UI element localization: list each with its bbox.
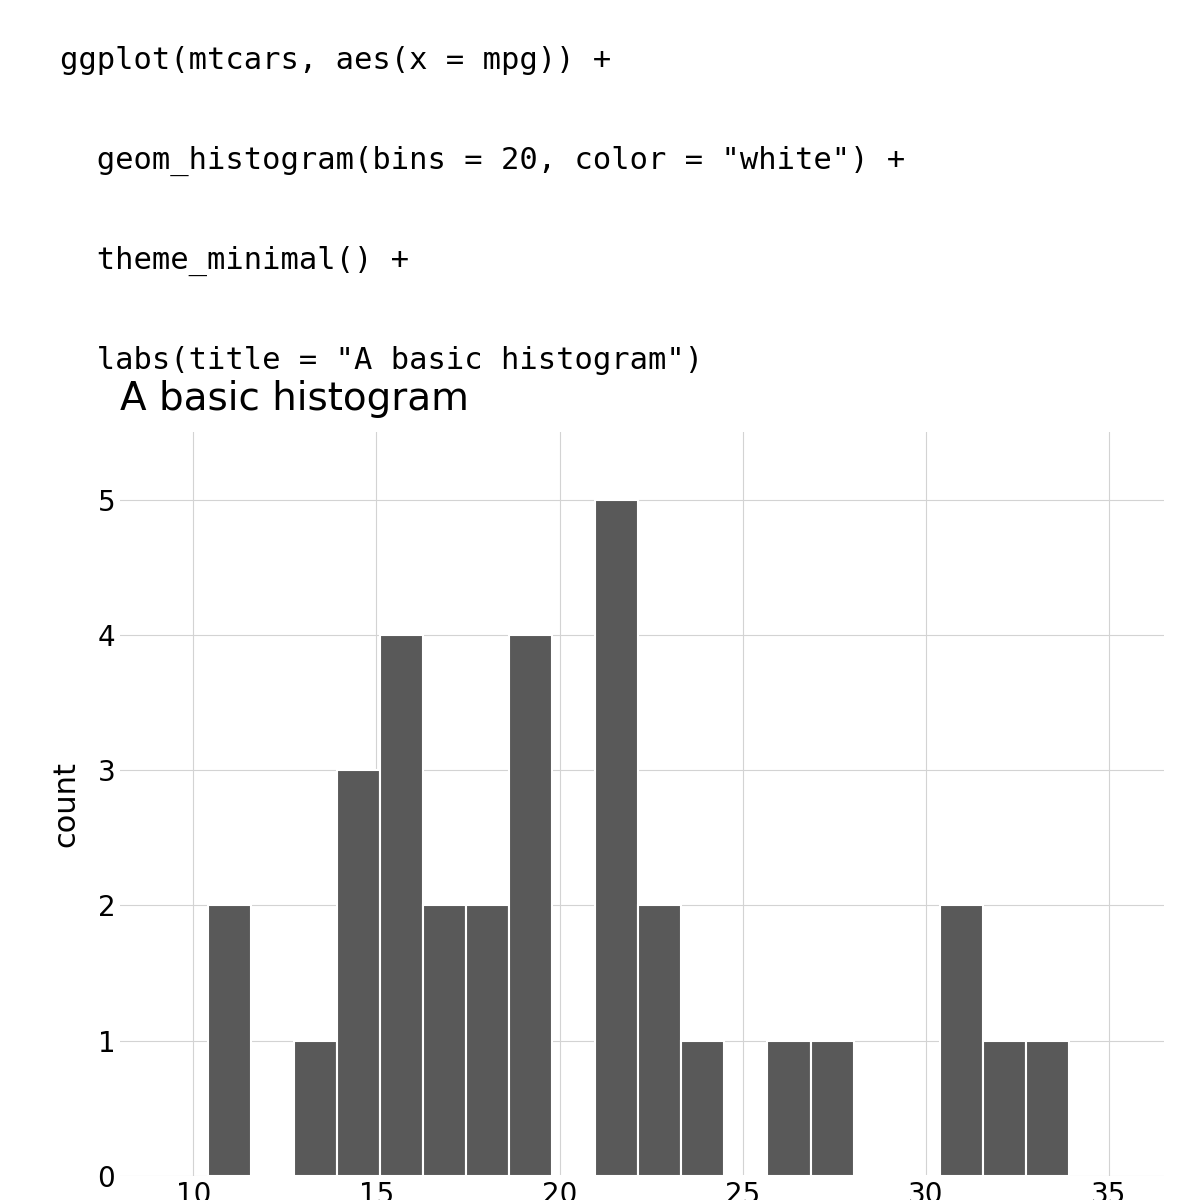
Text: geom_histogram(bins = 20, color = "white") +: geom_histogram(bins = 20, color = "white…: [60, 146, 905, 176]
Text: A basic histogram: A basic histogram: [120, 379, 469, 418]
Bar: [509, 635, 552, 1176]
Bar: [595, 499, 638, 1176]
Bar: [810, 1040, 853, 1176]
Bar: [208, 906, 251, 1176]
Text: ggplot(mtcars, aes(x = mpg)) +: ggplot(mtcars, aes(x = mpg)) +: [60, 46, 611, 76]
Text: labs(title = "A basic histogram"): labs(title = "A basic histogram"): [60, 346, 703, 374]
Bar: [466, 906, 509, 1176]
Bar: [1026, 1040, 1069, 1176]
Y-axis label: count: count: [52, 761, 80, 847]
Bar: [638, 906, 682, 1176]
Text: theme_minimal() +: theme_minimal() +: [60, 246, 409, 276]
Bar: [337, 770, 380, 1176]
Bar: [983, 1040, 1026, 1176]
Bar: [424, 906, 466, 1176]
Bar: [294, 1040, 337, 1176]
Bar: [682, 1040, 725, 1176]
Bar: [380, 635, 424, 1176]
Bar: [940, 906, 983, 1176]
Bar: [768, 1040, 810, 1176]
